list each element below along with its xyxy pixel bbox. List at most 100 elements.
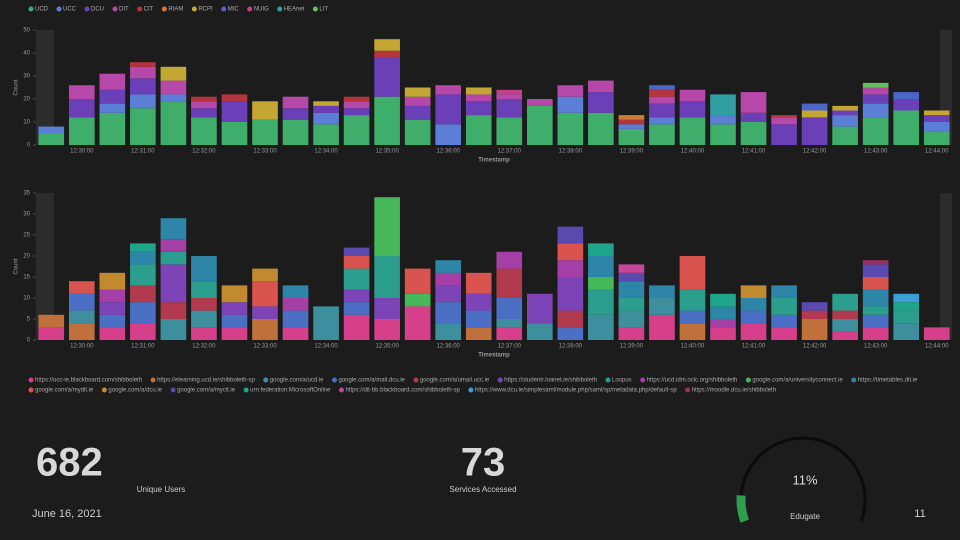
bar-segment (801, 117, 828, 145)
legend-swatch (101, 387, 107, 393)
bar-segment (618, 298, 645, 311)
bar-segment (649, 285, 675, 298)
bar-segment (679, 89, 706, 102)
bar-segment (130, 66, 156, 79)
gauge-label: Edugate (790, 512, 820, 521)
bar-segment (832, 331, 858, 340)
bar-segment (38, 314, 65, 328)
legend-label: CIT (144, 7, 154, 13)
bar-segment (160, 251, 187, 265)
bar-segment (99, 302, 126, 315)
bar-segment (282, 310, 309, 328)
y-tick-label: 40 (23, 51, 30, 57)
bar-segment (588, 289, 614, 315)
bar-segment (649, 89, 675, 97)
bar-segment (679, 256, 706, 290)
bar-segment (771, 124, 797, 145)
y-tick-label: 5 (27, 317, 31, 323)
bar-segment (191, 256, 217, 282)
bar-segment (862, 82, 889, 88)
x-tick-label: 12:39:00 (620, 344, 644, 350)
bar-segment (893, 92, 920, 99)
bar-segment (618, 281, 645, 298)
x-axis-label: Timestamp (478, 158, 510, 164)
legend-swatch (312, 6, 318, 12)
bar-segment (465, 310, 492, 328)
x-tick-label: 12:44:00 (925, 149, 949, 155)
x-tick-label: 12:32:00 (192, 149, 216, 155)
legend-label: google.com/a/umail.ucc.ie (420, 378, 490, 384)
bar-segment (649, 298, 675, 315)
bar-segment (343, 247, 370, 256)
legend-label: HEAnet (284, 7, 305, 13)
bar-segment (160, 80, 187, 95)
bar-segment (832, 310, 858, 319)
legend-label: MIC (228, 7, 240, 13)
legend-label: https://www.dcu.ie/simplesaml/module.php… (475, 388, 677, 394)
bar-segment (191, 327, 217, 340)
legend-swatch (263, 377, 269, 383)
bar-segment (99, 289, 126, 303)
x-tick-label: 12:42:00 (803, 344, 827, 350)
bar-segment (435, 85, 462, 95)
legend-label: https://timetables.dit.ie (858, 378, 918, 384)
bar-segment (221, 94, 248, 102)
x-tick-label: 12:40:00 (681, 149, 705, 155)
bar-segment (99, 112, 126, 145)
bar-segment (740, 323, 767, 340)
plot-side (36, 30, 54, 145)
legend-label: google.com/a/universityconnect.ie (752, 378, 843, 384)
bar-segment (801, 310, 828, 319)
bar-segment (862, 277, 889, 290)
bar-segment (130, 285, 156, 303)
bar-segment (893, 99, 920, 111)
bar-segment (38, 126, 65, 134)
bar-segment (191, 117, 217, 145)
bar-segment (282, 327, 309, 340)
bar-segment (221, 101, 248, 122)
legend-swatch (338, 387, 344, 393)
bar-segment (862, 260, 889, 265)
bar-segment (893, 310, 920, 324)
bar-segment (221, 327, 248, 340)
legend-swatch (28, 387, 34, 393)
bar-segment (130, 251, 156, 265)
bar-segment (618, 272, 645, 282)
bar-segment (618, 124, 645, 129)
bar-segment (252, 101, 278, 120)
bar-segment (496, 89, 523, 95)
bar-segment (130, 323, 156, 340)
bar-segment (374, 96, 400, 145)
bar-segment (68, 117, 95, 145)
bar-segment (99, 103, 126, 113)
legend-label: DCU (91, 7, 104, 13)
bar-segment (557, 310, 584, 328)
bar-segment (496, 319, 523, 328)
x-tick-label: 12:30:00 (70, 344, 94, 350)
bar-segment (191, 108, 217, 118)
legend-swatch (640, 377, 646, 383)
bar-segment (68, 85, 95, 99)
bar-segment (893, 302, 920, 311)
x-tick-label: 12:41:00 (742, 149, 766, 155)
y-tick-label: 0 (27, 338, 31, 344)
bar-segment (832, 110, 858, 116)
bar-segment (221, 285, 248, 303)
bar-segment (526, 99, 553, 106)
x-tick-label: 12:35:00 (375, 149, 399, 155)
bar-segment (893, 110, 920, 145)
bar-segment (343, 256, 370, 269)
bar-segment (130, 78, 156, 95)
legend-swatch (150, 377, 156, 383)
bar-segment (862, 306, 889, 315)
bar-segment (160, 302, 187, 319)
bar-segment (465, 272, 492, 294)
bar-segment (618, 128, 645, 145)
bar-segment (801, 319, 828, 340)
bar-segment (618, 264, 645, 273)
bar-segment (160, 319, 187, 340)
bar-segment (832, 105, 858, 111)
bar-segment (252, 268, 278, 282)
bar-segment (740, 310, 767, 324)
